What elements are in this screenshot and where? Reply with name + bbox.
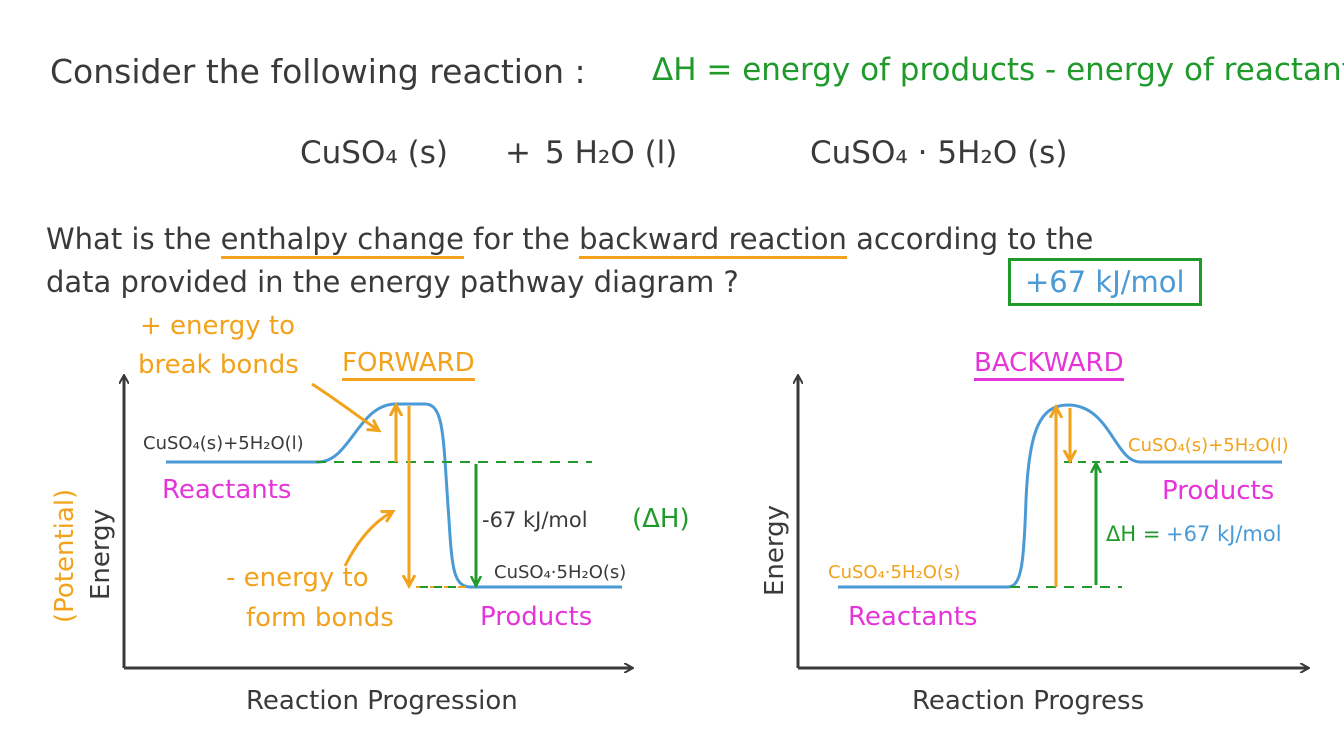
forward-delta-value: -67 kJ/mol (482, 508, 588, 532)
equation-reactant-2: 5 H₂O (l) (545, 135, 678, 171)
question-enthalpy-change: enthalpy change (220, 222, 464, 259)
forward-break-note-2: break bonds (138, 350, 299, 380)
question-part-e: according to the (856, 222, 1094, 256)
question-part-a: What is the (46, 222, 212, 256)
backward-product-formula: CuSO₄(s)+5H₂O(l) (1128, 435, 1289, 456)
forward-break-note-1: + energy to (140, 311, 296, 341)
backward-reactant-formula: CuSO₄·5H₂O(s) (828, 562, 961, 583)
forward-product-formula: CuSO₄·5H₂O(s) (494, 562, 627, 583)
question-line-1: What is the enthalpy change for the back… (46, 222, 1094, 259)
equation-reactant-1: CuSO₄ (s) (300, 135, 448, 171)
forward-title: FORWARD (342, 348, 475, 381)
forward-energy-curve (166, 402, 622, 589)
forward-delta-symbol: (ΔH) (632, 504, 690, 534)
forward-x-axis-label: Reaction Progression (246, 686, 518, 716)
forward-form-bonds-pointer (343, 512, 392, 567)
forward-break-bonds-pointer (311, 382, 378, 430)
question-line-2: data provided in the energy pathway diag… (46, 265, 739, 299)
forward-products-label: Products (480, 602, 593, 632)
forward-form-note-2: form bonds (246, 603, 394, 633)
forward-form-note-1: - energy to (226, 563, 369, 593)
question-part-c: for the (473, 222, 570, 256)
equation-product: CuSO₄ · 5H₂O (s) (810, 135, 1068, 171)
backward-products-label: Products (1162, 476, 1275, 506)
backward-title: BACKWARD (974, 348, 1124, 381)
intro-text: Consider the following reaction : (50, 52, 586, 91)
forward-reactants-label: Reactants (162, 475, 292, 505)
delta-h-definition: ΔH = energy of products - energy of reac… (652, 52, 1344, 88)
backward-reactants-label: Reactants (848, 602, 978, 632)
backward-delta-symbol: ΔH = (1106, 522, 1161, 546)
forward-reactant-formula: CuSO₄(s)+5H₂O(l) (143, 433, 304, 454)
question-backward-reaction: backward reaction (579, 222, 847, 259)
equation-plus: + (505, 135, 531, 171)
answer-box: +67 kJ/mol (1008, 258, 1202, 306)
backward-y-axis-label: Energy (760, 504, 790, 596)
forward-y-axis-prefix: (Potential) (50, 488, 80, 623)
forward-y-axis-label: Energy (86, 508, 116, 600)
backward-delta-value: +67 kJ/mol (1166, 522, 1282, 546)
backward-x-axis-label: Reaction Progress (912, 686, 1145, 716)
backward-energy-curve (838, 403, 1282, 589)
